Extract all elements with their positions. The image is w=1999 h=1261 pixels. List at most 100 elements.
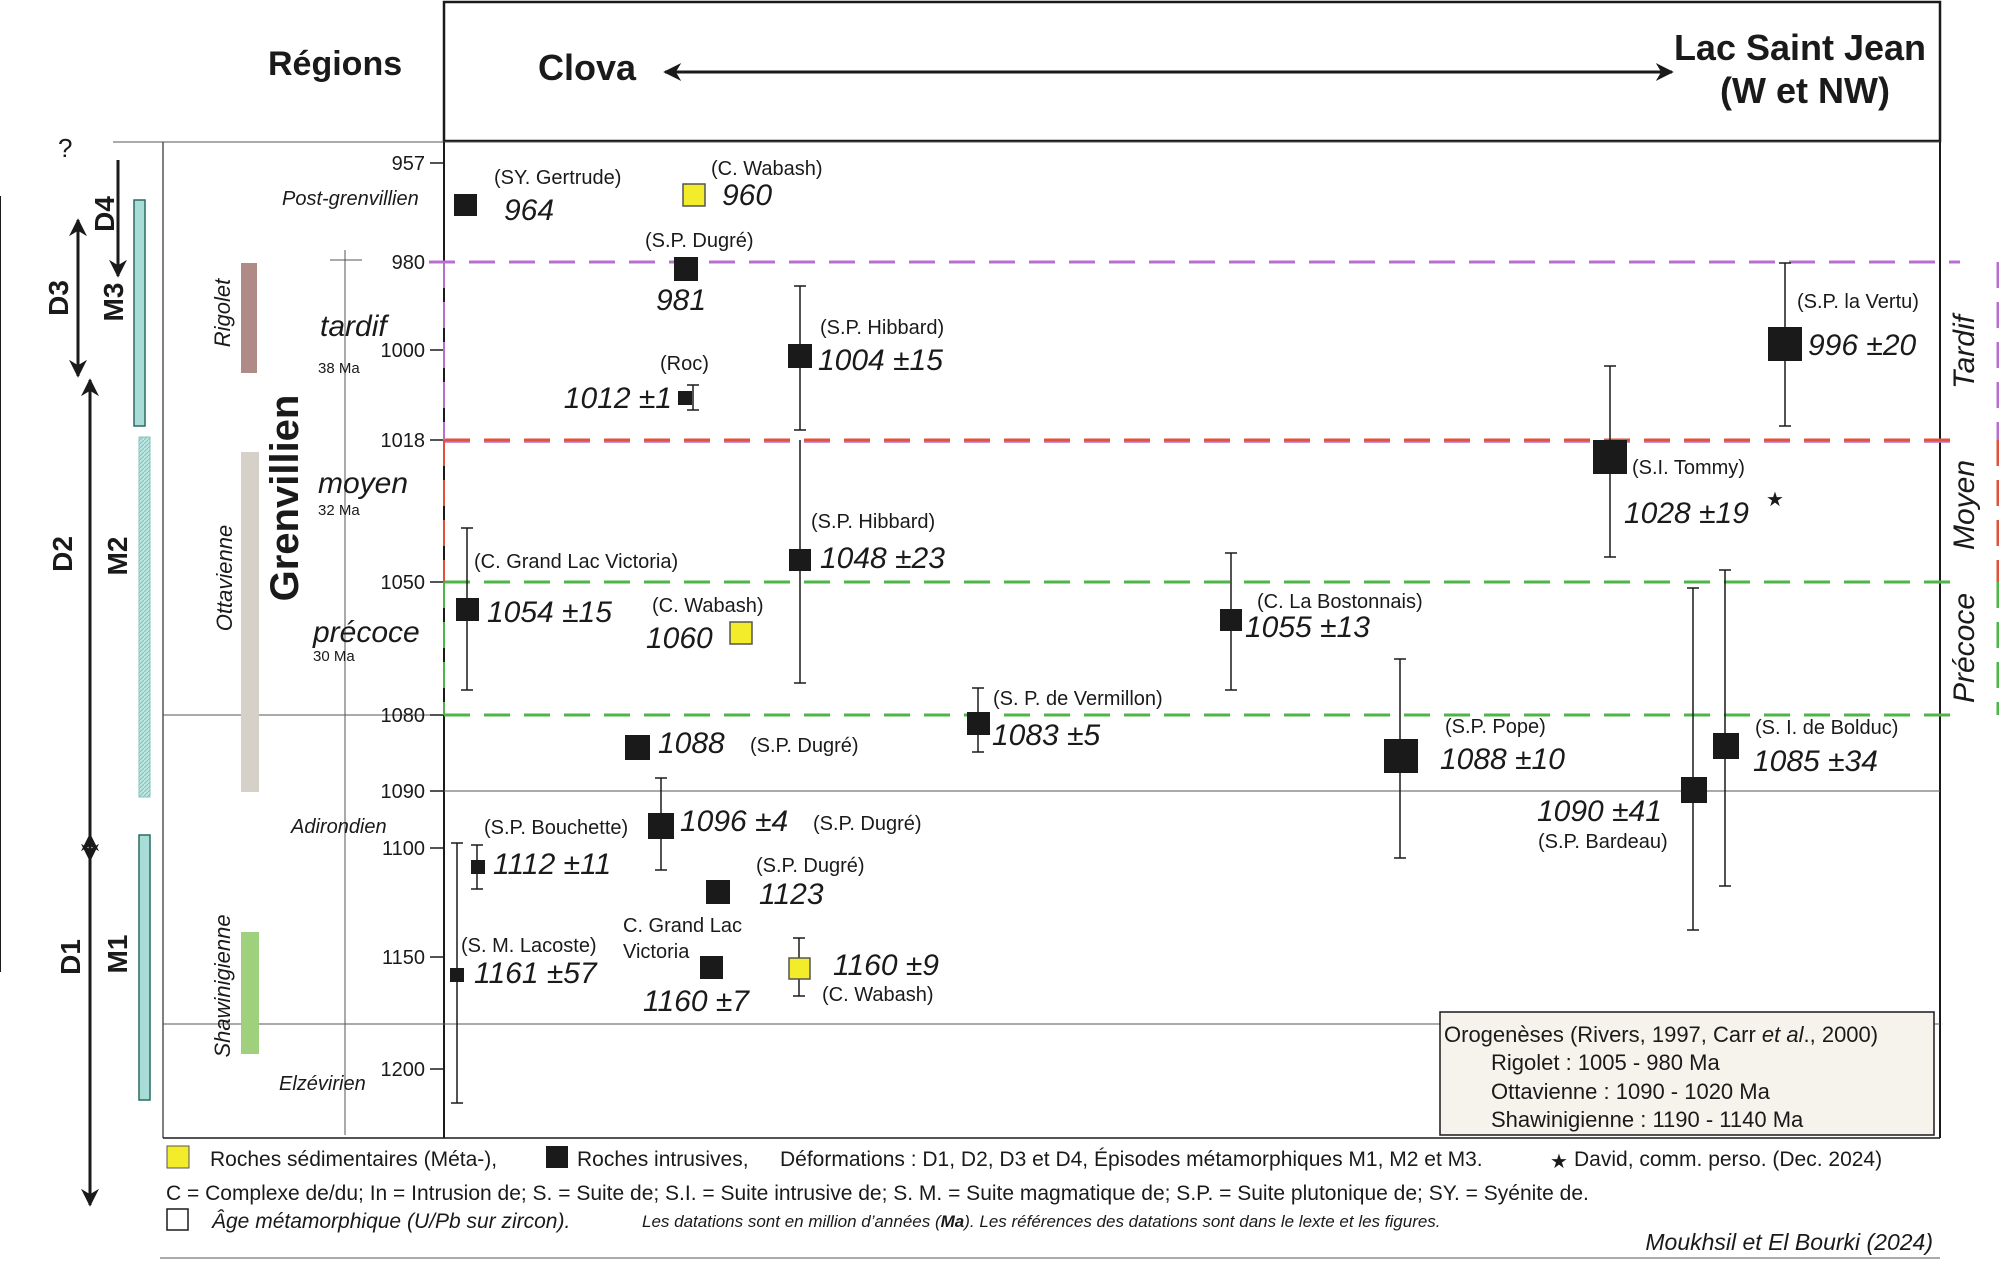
legend-deformations: Déformations : D1, D2, D3 et D4, Épisode… bbox=[780, 1148, 1483, 1171]
phase-precoce: précoce bbox=[312, 616, 420, 649]
credit: Moukhsil et El Bourki (2024) bbox=[1645, 1229, 1933, 1255]
legend-intrusive: Roches intrusives, bbox=[577, 1148, 749, 1171]
right-label-precoce: Précoce bbox=[1948, 593, 1981, 703]
sample-name: (C. Wabash) bbox=[822, 984, 934, 1006]
sample-age: 1088 ±10 bbox=[1440, 743, 1565, 776]
marker-sp-dugre-1088 bbox=[625, 735, 650, 760]
marker-sy-gertrude bbox=[454, 194, 477, 216]
orogeny-shawinigienne: Shawinigienne bbox=[210, 914, 235, 1057]
age-tick-label: 980 bbox=[392, 252, 425, 274]
marker-sm-lacoste bbox=[450, 968, 464, 982]
error-bars bbox=[451, 262, 1791, 1104]
sample-age: 1054 ±15 bbox=[487, 596, 612, 629]
sample-name: (S.P. Pope) bbox=[1445, 716, 1546, 738]
orogenies-box-rigolet: Rigolet : 1005 - 980 Ma bbox=[1491, 1050, 1720, 1075]
sample-name: (C. Wabash) bbox=[711, 158, 823, 180]
sample-name: (S.P. Dugré) bbox=[750, 735, 859, 757]
orogeny-adirondien: Adirondien bbox=[290, 816, 387, 838]
age-tick-label: 1150 bbox=[382, 947, 425, 969]
legend-abbreviations: C = Complexe de/du; In = Intrusion de; S… bbox=[166, 1182, 1589, 1205]
sample-age: 1160 ±7 bbox=[643, 985, 750, 1018]
orogeny-rigolet: Rigolet bbox=[210, 278, 235, 347]
marker-roc bbox=[678, 391, 692, 405]
legend-david: David, comm. perso. (Dec. 2024) bbox=[1574, 1148, 1882, 1171]
sample-name: (C. La Bostonnais) bbox=[1257, 591, 1423, 613]
sample-name: (SY. Gertrude) bbox=[494, 167, 621, 189]
marker-sp-dugre-1096 bbox=[648, 813, 674, 839]
marker-sp-dugre-1123 bbox=[706, 880, 730, 904]
sample-age: 1112 ±11 bbox=[493, 848, 611, 881]
marker-si-tommy bbox=[1593, 440, 1627, 474]
legend-meta-swatch bbox=[166, 1208, 189, 1231]
region-header-box bbox=[442, 0, 1942, 143]
sample-name: (S. P. de Vermillon) bbox=[993, 688, 1163, 710]
sample-age: 1161 ±57 bbox=[474, 957, 598, 990]
sample-name: (S. I. de Bolduc) bbox=[1755, 717, 1898, 739]
deformation-arrows: D4 D3 D2 D1 bbox=[43, 160, 127, 1207]
deformation-d4: D4 bbox=[89, 196, 120, 232]
deformation-d3: D3 bbox=[43, 280, 74, 316]
sample-age: 1055 ±13 bbox=[1245, 611, 1370, 644]
orogeny-ottavienne: Ottavienne bbox=[212, 525, 237, 631]
sample-name: (S.P. Bardeau) bbox=[1538, 831, 1668, 853]
marker-c-grand-lac-victoria bbox=[456, 598, 479, 621]
sample-name: C. Grand Lac bbox=[623, 915, 742, 937]
age-tick-label: 1200 bbox=[381, 1059, 426, 1081]
age-tick-label: 1080 bbox=[381, 705, 426, 727]
marker-sp-la-vertu bbox=[1768, 327, 1802, 361]
marker-c-wabash-1160 bbox=[788, 957, 811, 980]
marker-si-de-bolduc bbox=[1713, 733, 1739, 759]
sample-markers bbox=[450, 183, 1802, 982]
legend-sedimentary: Roches sédimentaires (Méta-), bbox=[210, 1148, 497, 1171]
orogenies-box-title: Orogenèses (Rivers, 1997, Carr et al., 2… bbox=[1444, 1022, 1878, 1047]
sample-age: 1085 ±34 bbox=[1753, 745, 1878, 778]
age-axis: 957 980 1000 1018 1050 1080 1090 1100 1150 1200 bbox=[381, 153, 444, 1081]
deformation-d2: D2 bbox=[47, 536, 78, 572]
legend-intrusive-swatch bbox=[546, 1146, 568, 1168]
age-tick-label: 1050 bbox=[381, 572, 426, 594]
right-region-label-line1: Lac Saint Jean bbox=[1674, 27, 1926, 68]
phase-precoce-duration: 30 Ma bbox=[313, 648, 355, 665]
age-tick-label: 1000 bbox=[381, 340, 426, 362]
phase-moyen-duration: 32 Ma bbox=[318, 502, 360, 519]
orogeny-post-grenvillien: Post-grenvillien bbox=[282, 188, 419, 210]
marker-c-la-bostonnais bbox=[1220, 609, 1242, 631]
marker-sp-pope bbox=[1384, 739, 1418, 773]
age-tick-label: 1018 bbox=[381, 430, 426, 452]
marker-sp-hibbard-1048 bbox=[789, 549, 811, 571]
sample-name: (S.P. la Vertu) bbox=[1797, 291, 1919, 313]
sample-name: (S.I. Tommy) bbox=[1632, 457, 1745, 479]
star-marker: ★ bbox=[1766, 489, 1784, 511]
sample-age: 1083 ±5 bbox=[992, 719, 1101, 752]
sample-age: 1004 ±15 bbox=[818, 344, 943, 377]
sample-name: Victoria bbox=[623, 941, 690, 963]
legend-metamorphic-age: Âge métamorphique (U/Pb sur zircon). bbox=[211, 1210, 570, 1233]
marker-c-grand-lac-victoria-2 bbox=[700, 956, 723, 979]
sample-age: 1096 ±4 bbox=[680, 805, 788, 838]
age-tick-label: 1100 bbox=[382, 838, 425, 860]
sample-age: 1048 ±23 bbox=[820, 542, 945, 575]
sample-name: (S.P. Dugré) bbox=[645, 230, 754, 252]
sample-age: 1090 ±41 bbox=[1537, 795, 1662, 828]
metamorphic-bars: M3 M2 M1 bbox=[98, 199, 151, 1101]
sample-age: 1028 ±19 bbox=[1624, 497, 1749, 530]
metamorphism-m3: M3 bbox=[98, 283, 129, 322]
marker-c-wabash-1060 bbox=[729, 621, 753, 645]
sample-name: (S.P. Hibbard) bbox=[811, 511, 935, 533]
sample-name: (S.P. Bouchette) bbox=[484, 817, 628, 839]
marker-sp-dugre-981 bbox=[674, 257, 698, 281]
deformation-d1: D1 bbox=[55, 939, 86, 975]
question-mark: ? bbox=[58, 133, 72, 163]
right-region-label-line2: (W et NW) bbox=[1720, 70, 1890, 111]
sample-name: (C. Grand Lac Victoria) bbox=[474, 551, 678, 573]
orogenies-box-shawinigienne: Shawinigienne : 1190 - 1140 Ma bbox=[1491, 1107, 1804, 1132]
right-label-tardif: Tardif bbox=[1948, 312, 1981, 389]
sample-age: 1123 bbox=[759, 878, 824, 911]
legend: Roches sédimentaires (Méta-), Roches int… bbox=[166, 1145, 1933, 1255]
sample-age: 960 bbox=[722, 179, 772, 212]
sample-age: 996 ±20 bbox=[1808, 329, 1917, 362]
sample-name: (S.P. Dugré) bbox=[813, 813, 922, 835]
metamorphism-m1: M1 bbox=[102, 935, 133, 974]
orogeny-elzevirien: Elzévirien bbox=[279, 1073, 366, 1095]
